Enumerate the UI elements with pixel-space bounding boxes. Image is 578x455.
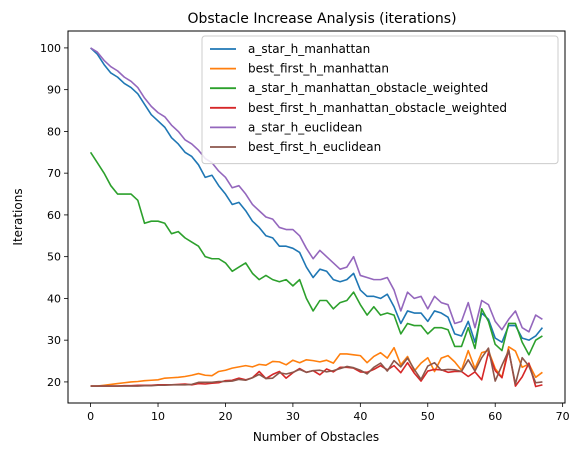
y-axis-label: Iterations xyxy=(11,188,25,245)
x-tick-label: 10 xyxy=(151,410,165,423)
legend-label: best_first_h_euclidean xyxy=(248,140,381,154)
legend: a_star_h_manhattan best_first_h_manhattan… xyxy=(201,35,559,165)
legend-label: best_first_h_manhattan xyxy=(248,62,389,76)
x-tick-label: 30 xyxy=(286,410,300,423)
series-line-5 xyxy=(90,47,543,333)
y-tick-label: 30 xyxy=(47,334,61,347)
y-tick-label: 100 xyxy=(40,42,61,55)
y-tick-label: 60 xyxy=(47,209,61,222)
legend-label: best_first_h_manhattan_obstacle_weighted xyxy=(248,101,507,115)
x-tick-label: 20 xyxy=(218,410,232,423)
series-line-1 xyxy=(90,47,544,344)
series-line-6 xyxy=(90,347,543,387)
legend-box xyxy=(201,35,559,165)
y-tick-label: 80 xyxy=(47,125,61,138)
series-line-3 xyxy=(89,151,543,356)
y-tick-label: 90 xyxy=(47,84,61,97)
legend-label: a_star_h_manhattan xyxy=(248,42,370,56)
x-tick-label: 60 xyxy=(488,410,502,423)
y-tick-label: 20 xyxy=(47,376,61,389)
legend-label: a_star_h_euclidean xyxy=(248,120,362,134)
y-tick-label: 40 xyxy=(47,292,61,305)
x-tick-label: 70 xyxy=(556,410,570,423)
axes-frame xyxy=(67,30,566,404)
y-tick-label: 50 xyxy=(47,251,61,264)
x-tick-label: 50 xyxy=(421,410,435,423)
y-tick-label: 70 xyxy=(47,167,61,180)
legend-label: a_star_h_manhattan_obstacle_weighted xyxy=(248,81,488,95)
series-line-2 xyxy=(90,346,543,387)
chart-title: Obstacle Increase Analysis (iterations) xyxy=(187,11,456,27)
x-tick-label: 40 xyxy=(353,410,367,423)
x-axis-label: Number of Obstacles xyxy=(253,430,379,444)
x-tick-label: 0 xyxy=(87,410,94,423)
